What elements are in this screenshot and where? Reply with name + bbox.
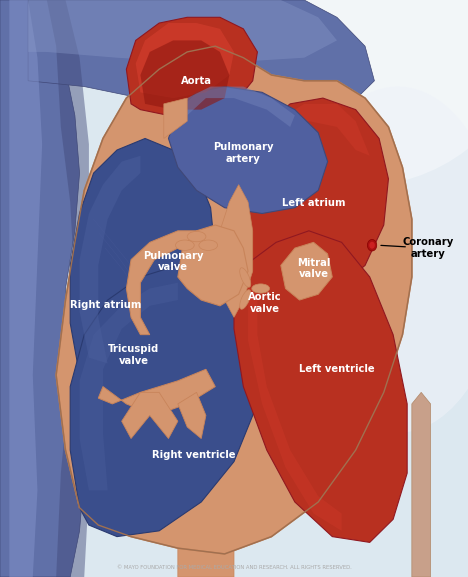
- Polygon shape: [248, 104, 370, 185]
- Ellipse shape: [199, 240, 218, 250]
- Polygon shape: [56, 46, 412, 554]
- Ellipse shape: [187, 0, 468, 188]
- Polygon shape: [234, 98, 388, 300]
- Polygon shape: [122, 392, 178, 439]
- Ellipse shape: [252, 284, 270, 293]
- Polygon shape: [70, 265, 267, 537]
- Polygon shape: [70, 138, 215, 404]
- Text: © MAYO FOUNDATION FOR MEDICAL EDUCATION AND RESEARCH. ALL RIGHTS RESERVED.: © MAYO FOUNDATION FOR MEDICAL EDUCATION …: [117, 565, 351, 570]
- Text: Aorta: Aorta: [181, 76, 212, 86]
- Text: Pulmonary
valve: Pulmonary valve: [143, 250, 204, 272]
- Circle shape: [369, 242, 375, 249]
- Text: Left atrium: Left atrium: [282, 198, 345, 208]
- Text: Pulmonary
artery: Pulmonary artery: [213, 142, 274, 164]
- Polygon shape: [0, 0, 84, 577]
- Polygon shape: [9, 0, 42, 577]
- Polygon shape: [126, 231, 215, 335]
- Polygon shape: [248, 288, 342, 531]
- Polygon shape: [178, 225, 248, 306]
- Polygon shape: [140, 40, 229, 110]
- Polygon shape: [28, 0, 374, 115]
- Text: Tricuspid
valve: Tricuspid valve: [108, 344, 159, 366]
- Ellipse shape: [240, 268, 251, 287]
- Polygon shape: [178, 87, 295, 127]
- Ellipse shape: [240, 290, 251, 309]
- Ellipse shape: [292, 87, 468, 433]
- Polygon shape: [47, 0, 89, 577]
- Polygon shape: [281, 242, 332, 300]
- Ellipse shape: [176, 240, 194, 250]
- Polygon shape: [178, 392, 206, 439]
- Text: Mitral
valve: Mitral valve: [297, 257, 330, 279]
- Text: Aortic
valve: Aortic valve: [248, 292, 281, 314]
- Polygon shape: [234, 231, 407, 542]
- Polygon shape: [98, 369, 215, 415]
- Polygon shape: [80, 283, 178, 490]
- Circle shape: [367, 239, 377, 251]
- Text: Left ventricle: Left ventricle: [299, 364, 375, 374]
- Text: Right atrium: Right atrium: [70, 299, 141, 310]
- Polygon shape: [168, 87, 328, 213]
- Polygon shape: [136, 23, 234, 98]
- Text: Coronary
artery: Coronary artery: [402, 237, 454, 259]
- Polygon shape: [178, 519, 234, 577]
- Polygon shape: [126, 17, 257, 115]
- Polygon shape: [412, 392, 431, 577]
- Polygon shape: [28, 0, 337, 63]
- Polygon shape: [164, 98, 187, 138]
- Ellipse shape: [187, 231, 206, 242]
- Polygon shape: [80, 156, 140, 364]
- Text: Right ventricle: Right ventricle: [153, 449, 236, 460]
- Polygon shape: [215, 185, 253, 317]
